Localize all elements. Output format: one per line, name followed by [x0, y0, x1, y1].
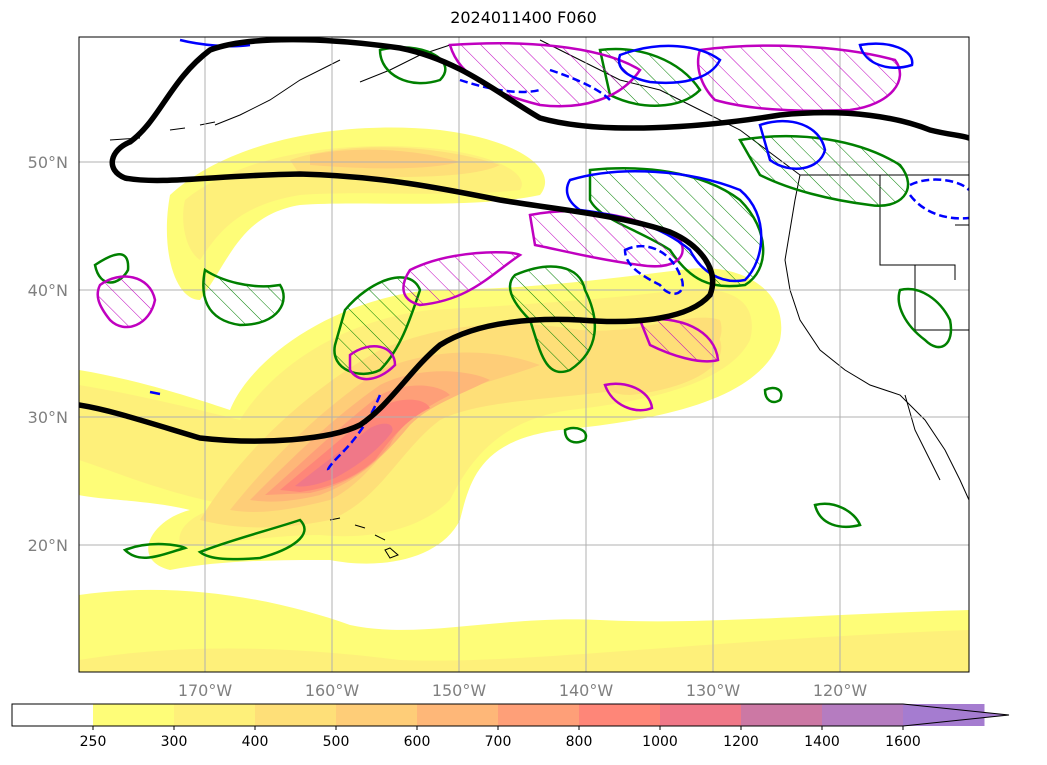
map-content: [79, 37, 969, 672]
jet-isoline: [79, 37, 969, 444]
lat-label: 30°N: [28, 408, 68, 427]
colorbar-segment: [498, 704, 580, 726]
colorbar-segment: [174, 704, 256, 726]
colorbar-segment: [579, 704, 661, 726]
colorbar-segment: [417, 704, 499, 726]
colorbar-segment: [822, 704, 904, 726]
colorbar-outline: [11, 703, 1010, 727]
colorbar-segment: [336, 704, 418, 726]
colorbar-extend-arrow: [903, 704, 1009, 726]
colorbar-tick-label: 1600: [885, 734, 921, 750]
colorbar-tick-label: 250: [80, 734, 107, 750]
colorbar-tick-label: 1400: [804, 734, 840, 750]
lon-label: 170°W: [178, 681, 233, 700]
colorbar-tick-label: 1000: [642, 734, 678, 750]
magenta-hatched-contours: [96, 42, 902, 412]
colorbar-segment: [255, 704, 337, 726]
colorbar-tick-label: 500: [323, 734, 350, 750]
colorbar-segment: [741, 704, 823, 726]
lon-label: 150°W: [432, 681, 487, 700]
lon-label: 140°W: [559, 681, 614, 700]
lon-label: 120°W: [813, 681, 868, 700]
lon-label: 130°W: [686, 681, 741, 700]
green-hatched-contours: [93, 46, 953, 561]
lat-label: 50°N: [28, 153, 68, 172]
colorbar-segment: [12, 704, 94, 726]
lat-label: 20°N: [28, 536, 68, 555]
map-title: 2024011400 F060: [450, 8, 597, 27]
colorbar-segment: [93, 704, 175, 726]
colorbar-tick-label: 1200: [723, 734, 759, 750]
longitude-labels: 170°W 160°W 150°W 140°W 130°W 120°W: [178, 681, 868, 700]
colorbar-tick-label: 600: [404, 734, 431, 750]
colorbar-tick-label: 400: [242, 734, 269, 750]
colorbar: [11, 703, 1010, 727]
colorbar-tick-label: 700: [485, 734, 512, 750]
colorbar-tick-label: 300: [161, 734, 188, 750]
latitude-labels: 50°N 40°N 30°N 20°N: [28, 153, 68, 555]
colorbar-ticks: 250 300 400 500 600 700 800 1000 1200 1400 1600: [80, 726, 921, 750]
map-frame: [78, 36, 970, 673]
lat-label: 40°N: [28, 281, 68, 300]
colorbar-tick-label: 800: [566, 734, 593, 750]
lon-label: 160°W: [305, 681, 360, 700]
colorbar-segment: [660, 704, 742, 726]
